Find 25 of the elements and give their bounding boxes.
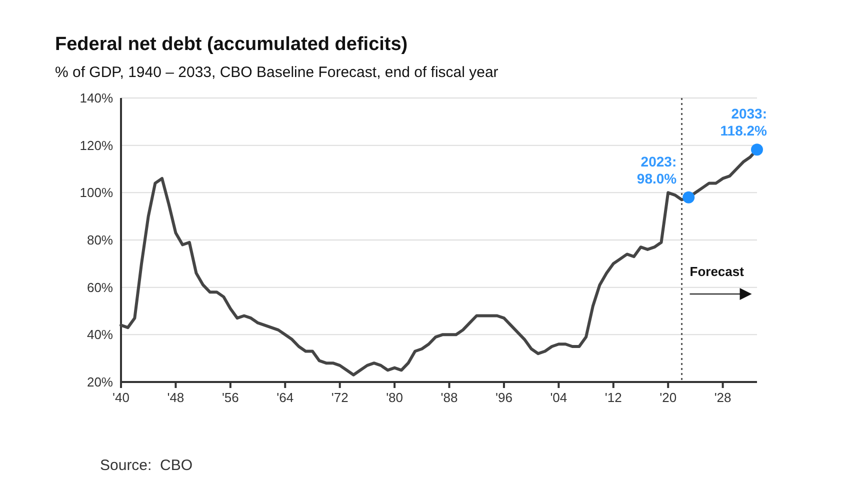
ref-line-label: Forecast <box>690 264 745 279</box>
y-tick-label: 40% <box>86 327 114 342</box>
source-note: Source: CBO <box>100 457 193 474</box>
x-tick-label: '88 <box>440 390 458 405</box>
y-tick-label: 120% <box>80 138 114 153</box>
x-tick-label: '04 <box>550 390 568 405</box>
y-tick-label: 80% <box>86 232 114 248</box>
x-tick-label: '56 <box>222 390 239 405</box>
y-tick-label: 100% <box>80 185 114 200</box>
x-tick-label: '12 <box>604 390 622 405</box>
x-tick-label: '96 <box>495 390 512 405</box>
annotation: 2033: 118.2% <box>720 106 768 139</box>
chart-subtitle: % of GDP, 1940 – 2033, CBO Baseline Forecast, end of fiscal year <box>55 64 498 81</box>
y-tick-label: 60% <box>86 280 114 295</box>
x-tick-label: '28 <box>714 390 732 405</box>
x-tick-label: '40 <box>112 390 130 405</box>
x-tick-label: '64 <box>276 390 294 405</box>
x-tick-label: '48 <box>167 390 184 405</box>
y-tick-label: 20% <box>86 374 114 390</box>
x-tick-label: '20 <box>660 390 677 405</box>
x-tick-label: '80 <box>386 390 404 405</box>
annotation: 2023: 98.0% <box>636 153 678 186</box>
chart-title: Federal net debt (accumulated deficits) <box>55 34 408 55</box>
y-tick-label: 140% <box>80 90 114 106</box>
x-tick-label: '72 <box>331 390 348 405</box>
